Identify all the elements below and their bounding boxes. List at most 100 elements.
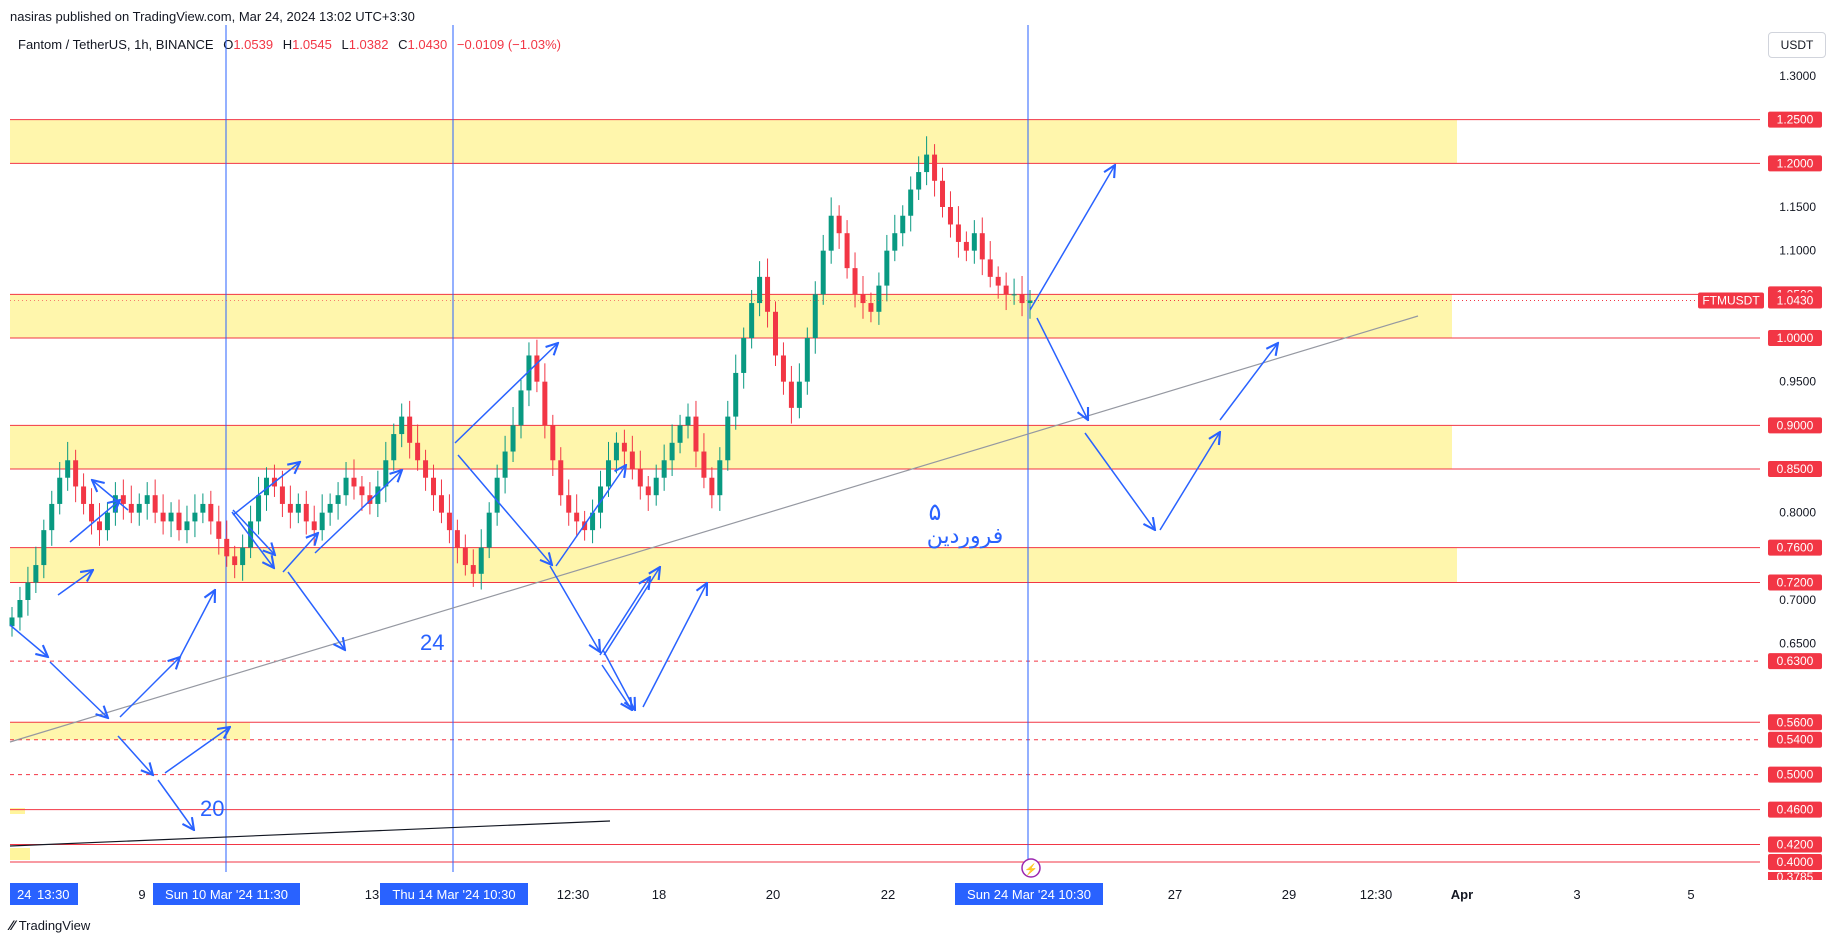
candle-body	[900, 215, 906, 234]
candle	[335, 482, 341, 520]
symbol-tag	[1698, 292, 1764, 309]
candle-body	[383, 460, 389, 487]
level-price-tag-label: 0.5000	[1777, 768, 1814, 782]
candle-body	[645, 486, 651, 496]
candle-body	[216, 521, 222, 539]
candle	[168, 502, 174, 538]
level-price-tag-label: 0.5400	[1777, 733, 1814, 747]
candle-body	[987, 259, 993, 277]
level-price-tag-label: 0.4600	[1777, 803, 1814, 817]
candle	[693, 400, 699, 468]
candle	[367, 482, 373, 515]
candle-body	[757, 276, 763, 304]
low-value: 1.0382	[348, 37, 389, 52]
candle-body	[605, 460, 611, 487]
candle-body	[232, 556, 238, 566]
x-axis-label: 24	[17, 887, 31, 902]
level-price-tag-label: 0.3785	[1777, 870, 1814, 884]
tradingview-logo[interactable]: ⁄⁄ TradingView	[10, 917, 90, 933]
candle-body	[629, 451, 635, 469]
candle	[57, 462, 63, 515]
candle-body	[144, 495, 150, 504]
candle	[176, 499, 182, 541]
candle	[518, 379, 524, 439]
candle	[526, 342, 532, 407]
y-tick-label: 1.1000	[1779, 244, 1816, 258]
candle-body	[494, 477, 500, 513]
candle	[741, 327, 747, 389]
candle-body	[701, 451, 707, 478]
x-axis-label: 18	[652, 887, 666, 902]
projection-arrow	[1159, 432, 1220, 531]
projection-arrow	[9, 624, 48, 657]
projection-arrow	[49, 661, 108, 718]
tradingview-logo-icon: ⁄⁄	[10, 917, 15, 933]
x-axis-label: 22	[881, 887, 895, 902]
candle-body	[709, 477, 715, 496]
candle-body	[57, 477, 63, 504]
candle	[192, 494, 198, 538]
candle	[979, 217, 985, 276]
candle	[248, 505, 254, 559]
candle	[160, 494, 166, 535]
candle	[780, 342, 786, 395]
level-price-tag	[1768, 766, 1822, 783]
candle-body	[335, 495, 341, 504]
candle	[733, 354, 739, 430]
projection-arrow	[282, 533, 318, 573]
candle	[653, 464, 659, 506]
candle	[89, 488, 95, 535]
candle-body	[566, 495, 572, 513]
low-label: L	[341, 37, 349, 52]
candle	[279, 470, 285, 518]
candle	[287, 485, 293, 529]
candle-body	[741, 338, 747, 373]
tradingview-logo-text: TradingView	[18, 918, 91, 933]
candle	[104, 502, 110, 541]
candle	[295, 493, 301, 524]
candle	[534, 339, 540, 393]
candle	[431, 464, 437, 511]
candle	[33, 546, 39, 594]
candle-body	[876, 285, 882, 312]
projection-arrow	[1219, 343, 1278, 421]
y-tick-label: 1.3000	[1779, 69, 1816, 83]
candle	[399, 403, 405, 448]
currency-button[interactable]: USDT	[1768, 32, 1826, 58]
candle	[860, 275, 866, 319]
candle	[128, 485, 134, 524]
candle-body	[248, 521, 254, 548]
close-label: C	[398, 37, 408, 52]
candle-body	[415, 442, 421, 461]
candle	[208, 490, 214, 535]
projection-arrow	[287, 571, 345, 650]
candle	[884, 234, 890, 302]
support-resistance-zone	[10, 808, 25, 814]
candle-body	[788, 381, 794, 408]
candle-body	[884, 250, 890, 286]
candle-body	[359, 486, 365, 496]
x-highlight-tag	[10, 883, 78, 905]
candle	[677, 414, 683, 454]
candle-body	[653, 477, 659, 496]
candle	[200, 493, 206, 524]
x-highlight-label: Sun 24 Mar '24 10:30	[967, 887, 1091, 902]
candle	[1019, 275, 1025, 317]
candle-body	[287, 503, 293, 513]
candle-body	[375, 486, 381, 504]
candle-body	[796, 381, 802, 408]
published-line: nasiras published on TradingView.com, Ma…	[10, 9, 415, 24]
symbol-title: Fantom / TetherUS, 1h, BINANCE	[18, 37, 214, 52]
candle-body	[73, 460, 79, 487]
support-resistance-zone	[10, 848, 30, 860]
candle	[598, 470, 604, 529]
candle	[9, 606, 15, 637]
candle	[49, 490, 55, 546]
candle-body	[844, 233, 850, 269]
candle	[725, 400, 731, 471]
level-price-tag	[1768, 330, 1822, 346]
candle-body	[81, 486, 87, 504]
candle	[558, 447, 564, 506]
candle	[41, 519, 47, 579]
